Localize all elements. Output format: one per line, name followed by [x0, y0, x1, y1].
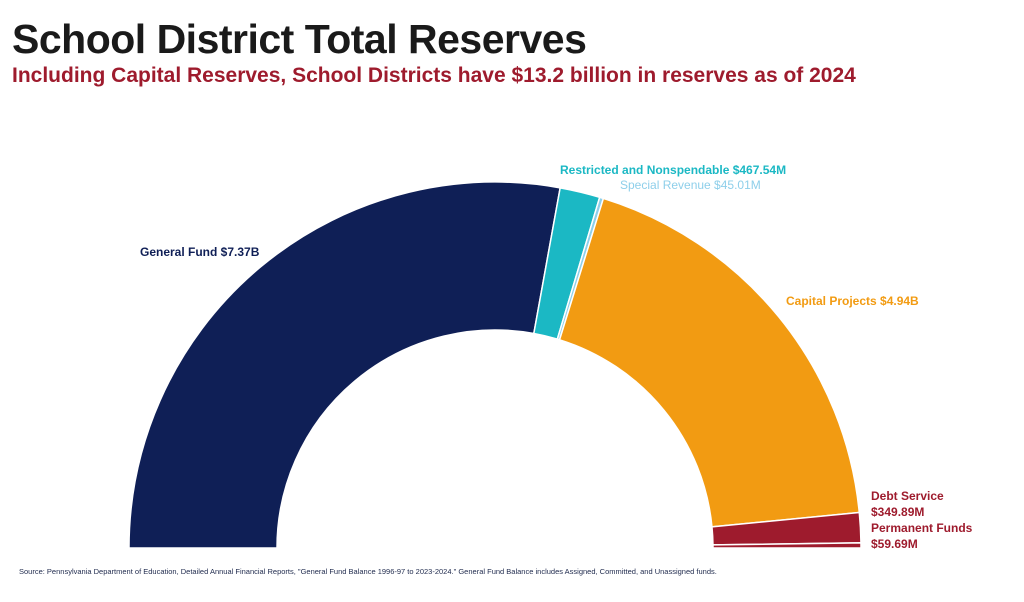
chart-slices — [128, 181, 862, 549]
label-permanent-funds: Permanent Funds — [871, 521, 973, 535]
chart-title: School District Total Reserves — [12, 16, 587, 62]
label-debt-service-value: $349.89M — [871, 505, 924, 519]
slice-capital-projects — [558, 197, 861, 528]
chart-subtitle: Including Capital Reserves, School Distr… — [12, 64, 856, 87]
label-general-fund: General Fund $7.37B — [140, 245, 260, 259]
slice-permanent-funds — [712, 542, 862, 549]
source-note: Source: Pennsylvania Department of Educa… — [19, 567, 717, 576]
label-restricted-nonspendable: Restricted and Nonspendable $467.54M — [560, 163, 786, 177]
slice-general-fund — [128, 181, 562, 549]
chart-labels: General Fund $7.37B Restricted and Nonsp… — [140, 163, 973, 551]
label-debt-service: Debt Service — [871, 489, 944, 503]
label-special-revenue: Special Revenue $45.01M — [620, 178, 761, 192]
label-capital-projects: Capital Projects $4.94B — [786, 294, 919, 308]
label-permanent-funds-value: $59.69M — [871, 537, 918, 551]
